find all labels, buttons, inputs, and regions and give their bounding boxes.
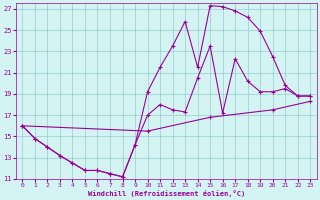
X-axis label: Windchill (Refroidissement éolien,°C): Windchill (Refroidissement éolien,°C) [88,190,245,197]
